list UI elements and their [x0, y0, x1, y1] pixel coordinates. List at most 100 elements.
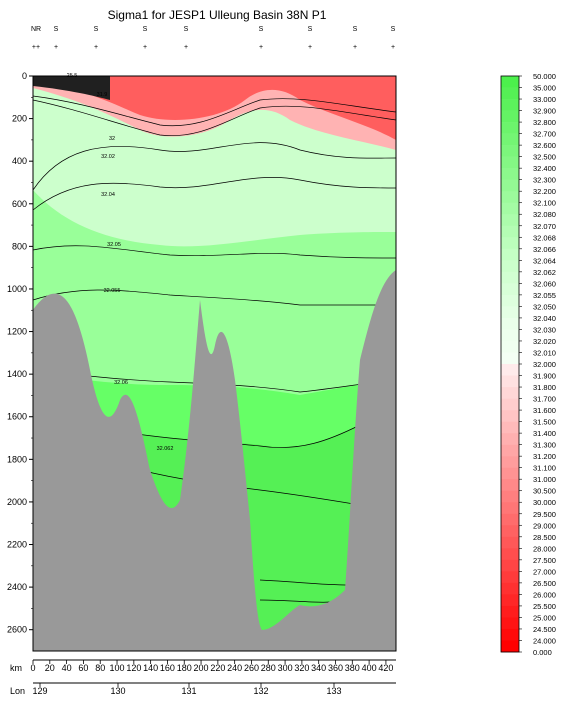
colorbar-label: 32.068: [533, 233, 556, 242]
depth-tick-label: 1800: [7, 454, 27, 464]
longitude-axis: Lon 129 130 131 132 133: [10, 682, 396, 696]
station-symbol: +: [353, 44, 357, 51]
colorbar-label: 32.010: [533, 348, 556, 357]
km-tick-label: 320: [294, 663, 309, 673]
colorbar-label: 32.000: [533, 360, 556, 369]
km-tick-label: 60: [78, 663, 88, 673]
colorbar-label: 31.700: [533, 395, 556, 404]
colorbar-label: 31.800: [533, 383, 556, 392]
colorbar-label: 27.000: [533, 567, 556, 576]
red-surface-layer: [33, 76, 396, 140]
station-label: S: [94, 26, 99, 33]
colorbar-cell: [501, 398, 519, 411]
lon-tick-label: 129: [32, 686, 47, 696]
colorbar-cell: [501, 640, 519, 653]
colorbar-cell: [501, 214, 519, 227]
colorbar-label: 31.900: [533, 372, 556, 381]
depth-tick-label: 400: [12, 156, 27, 166]
colorbar-label: 27.500: [533, 556, 556, 565]
contour-label: 32.02: [101, 154, 115, 160]
colorbar-label: 30.500: [533, 487, 556, 496]
colorbar-cell: [501, 133, 519, 146]
colorbar-cell: [501, 110, 519, 123]
km-tick-label: 400: [362, 663, 377, 673]
colorbar-label: 31.500: [533, 418, 556, 427]
colorbar-cell: [501, 387, 519, 399]
contour-label: 32.06: [114, 380, 128, 386]
colorbar-label: 31.600: [533, 406, 556, 415]
km-tick-label: 360: [328, 663, 343, 673]
km-tick-label: 180: [177, 663, 192, 673]
colorbar-cell: [501, 410, 519, 422]
colorbar-cell: [501, 317, 519, 330]
depth-tick-label: 200: [12, 114, 27, 124]
colorbar-cell: [501, 513, 519, 526]
lon-tick-label: 131: [181, 686, 196, 696]
colorbar-cell: [501, 225, 519, 238]
colorbar-label: 32.400: [533, 164, 556, 173]
seafloor-bathymetry: [33, 270, 396, 651]
station-symbol: +: [391, 44, 395, 51]
km-tick-label: 200: [194, 663, 209, 673]
depth-tick-label: 2400: [7, 582, 27, 592]
colorbar-label: 28.500: [533, 533, 556, 542]
depth-tick-label: 1200: [7, 327, 27, 337]
station-label: NR: [31, 26, 41, 33]
km-tick-label: 380: [345, 663, 360, 673]
colorbar-cell: [501, 594, 519, 607]
colorbar-label: 31.400: [533, 429, 556, 438]
lon-axis-label: Lon: [10, 686, 25, 696]
colorbar-cell: [501, 490, 519, 503]
km-tick-label: 0: [30, 663, 35, 673]
colorbar-cell: [501, 525, 519, 538]
colorbar-cell: [501, 283, 519, 296]
km-tick-label: 300: [278, 663, 293, 673]
colorbar-cell: [501, 237, 519, 250]
plot-area: 25.531.93232.0232.0432.0532.05532.0632.0…: [32, 73, 397, 652]
colorbar-label: 32.600: [533, 141, 556, 150]
colorbar-cell: [501, 467, 519, 480]
station-label: S: [54, 26, 59, 33]
km-tick-label: 160: [160, 663, 175, 673]
station-symbol: +: [143, 44, 147, 51]
depth-tick-label: 1600: [7, 412, 27, 422]
colorbar-cell: [501, 306, 519, 319]
colorbar-label: 31.200: [533, 452, 556, 461]
colorbar-label: 32.800: [533, 118, 556, 127]
station-label: S: [353, 26, 358, 33]
colorbar-label: 31.000: [533, 475, 556, 484]
lon-tick-label: 133: [326, 686, 341, 696]
km-tick-label: 140: [143, 663, 158, 673]
contour-label: 32: [109, 136, 115, 142]
dark-surface-layer: [33, 76, 110, 100]
colorbar-cell: [501, 582, 519, 595]
depth-tick-label: 0: [22, 71, 27, 81]
colorbar-cell: [501, 156, 519, 169]
station-label: S: [391, 26, 396, 33]
km-tick-label: 280: [261, 663, 276, 673]
colorbar-label: 31.300: [533, 441, 556, 450]
colorbar-label: 32.066: [533, 245, 556, 254]
colorbar-label: 26.000: [533, 590, 556, 599]
contour-lines: [32, 95, 397, 603]
km-tick-label: 340: [311, 663, 326, 673]
km-tick-label: 80: [95, 663, 105, 673]
colorbar-cell: [501, 456, 519, 468]
colorbar-cell: [501, 191, 519, 204]
colorbar-label: 32.062: [533, 268, 556, 277]
plot-frame: [32, 75, 397, 652]
depth-tick-label: 1000: [7, 284, 27, 294]
colorbar-cell: [501, 536, 519, 549]
colorbar-label: 26.500: [533, 579, 556, 588]
colorbar-cell: [501, 99, 519, 111]
depth-axis: 0 200 400 600 800 1000 1200 1400 1600 1800 2000 220…: [7, 71, 33, 635]
colorbar-cell: [501, 179, 519, 192]
colorbar-label: 24.000: [533, 636, 556, 645]
station-symbol: +: [184, 44, 188, 51]
colorbar-label: 31.100: [533, 464, 556, 473]
station-label: S: [308, 26, 313, 33]
colorbar-cell: [501, 248, 519, 261]
colorbar-cell: [501, 364, 519, 376]
depth-tick-label: 800: [12, 241, 27, 251]
colorbar-cell: [501, 479, 519, 492]
